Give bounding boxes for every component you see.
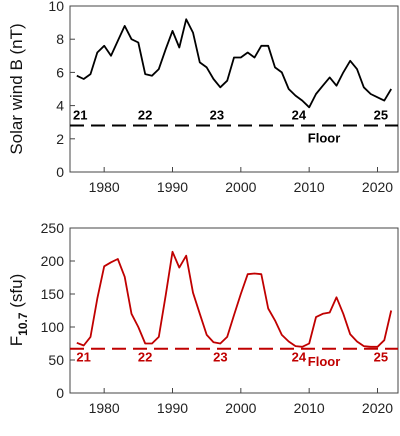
f107-xtick-label: 2010 (294, 400, 325, 416)
solar-wind-ytick-label: 10 (48, 0, 64, 14)
solar-wind-cycle-label: 21 (73, 108, 87, 123)
solar-wind-ytick-label: 8 (56, 31, 64, 47)
f107-cycle-label: 25 (374, 350, 388, 365)
f107-cycle-label: 22 (138, 350, 152, 365)
f107-ylabel-sub: 10.7 (16, 312, 30, 336)
solar-wind-ytick-label: 2 (56, 131, 64, 147)
f107-plot-frame (69, 227, 399, 394)
solar-wind-ytick-label: 6 (56, 64, 64, 80)
f107-panel: F10.7 (sfu) 0 50 100 150 200 250 1980 1990 2000 2… (7, 220, 399, 416)
f107-ylabel-rest: (sfu) (7, 274, 26, 313)
f107-cycle-label: 23 (213, 350, 227, 365)
solar-wind-xtick-label: 2000 (225, 179, 256, 195)
f107-xtick-label: 2020 (362, 400, 393, 416)
f107-xtick-label: 2000 (225, 400, 256, 416)
solar-wind-ylabel: Solar wind B (nT) (7, 23, 26, 154)
f107-xtick-label: 1980 (89, 400, 120, 416)
solar-wind-xtick-label: 2020 (362, 179, 393, 195)
solar-wind-xtick-label: 2010 (294, 179, 325, 195)
f107-ytick-label: 100 (41, 319, 65, 335)
f107-floor-label: Floor (308, 354, 341, 369)
f107-ytick-label: 250 (41, 220, 65, 236)
f107-ylabel: F10.7 (sfu) (7, 274, 30, 346)
f107-series-line (76, 250, 393, 348)
solar-wind-cycle-label: 22 (138, 108, 152, 123)
f107-cycle-label: 24 (292, 350, 307, 365)
solar-wind-series-line (76, 18, 392, 109)
f107-ytick-label: 50 (48, 352, 64, 368)
solar-wind-xtick-label: 1980 (89, 179, 120, 195)
solar-wind-plot-frame (69, 5, 399, 173)
solar-wind-ytick-label: 4 (56, 98, 64, 114)
solar-wind-cycle-label: 24 (292, 108, 307, 123)
f107-ytick-label: 150 (41, 286, 65, 302)
solar-wind-xtick-label: 1990 (157, 179, 188, 195)
f107-ylabel-main: F (7, 336, 26, 346)
f107-ytick-label: 200 (41, 253, 65, 269)
solar-wind-floor-label: Floor (308, 131, 341, 146)
f107-ytick-label: 0 (56, 385, 64, 401)
solar-wind-ytick-label: 0 (56, 164, 64, 180)
solar-wind-cycle-label: 23 (210, 108, 224, 123)
f107-xtick-label: 1990 (157, 400, 188, 416)
f107-cycle-label: 21 (76, 350, 90, 365)
solar-wind-cycle-label: 25 (374, 108, 388, 123)
